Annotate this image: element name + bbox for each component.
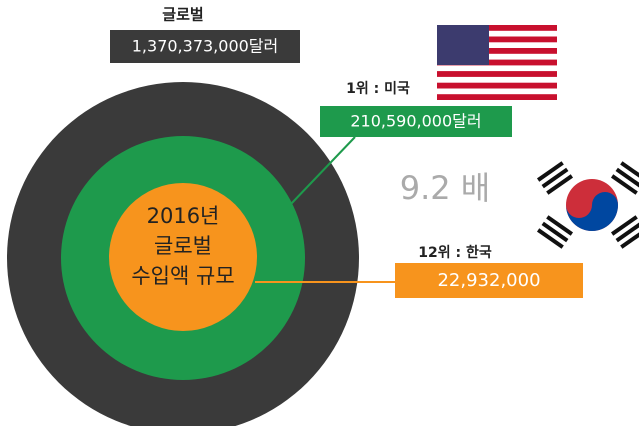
us-flag <box>437 25 557 100</box>
korea-amount: 22,932,000 <box>437 270 540 291</box>
usa-box <box>320 106 512 137</box>
usa-pointer <box>289 136 356 206</box>
korea-flag <box>536 161 639 249</box>
global-box <box>110 30 300 63</box>
usa-rank: 1위 : 미국 <box>346 81 410 97</box>
korea-circle <box>109 183 257 331</box>
ratio: 9.2 배 <box>400 169 491 207</box>
center-text: 글로벌 <box>154 234 212 258</box>
global-amount: 1,370,373,000달러 <box>132 37 279 56</box>
center-text: 수입액 규모 <box>131 264 234 288</box>
global-title: 글로벌 <box>162 6 203 24</box>
korea-box <box>395 263 583 298</box>
usa-amount: 210,590,000달러 <box>350 112 481 131</box>
korea-rank: 12위 : 한국 <box>418 245 492 261</box>
center-text: 2016년 <box>147 204 220 228</box>
